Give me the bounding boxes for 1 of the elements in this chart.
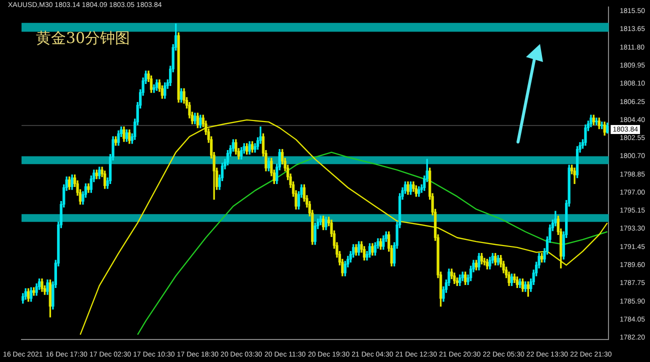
text: 黄金30分钟图 bbox=[36, 29, 130, 48]
